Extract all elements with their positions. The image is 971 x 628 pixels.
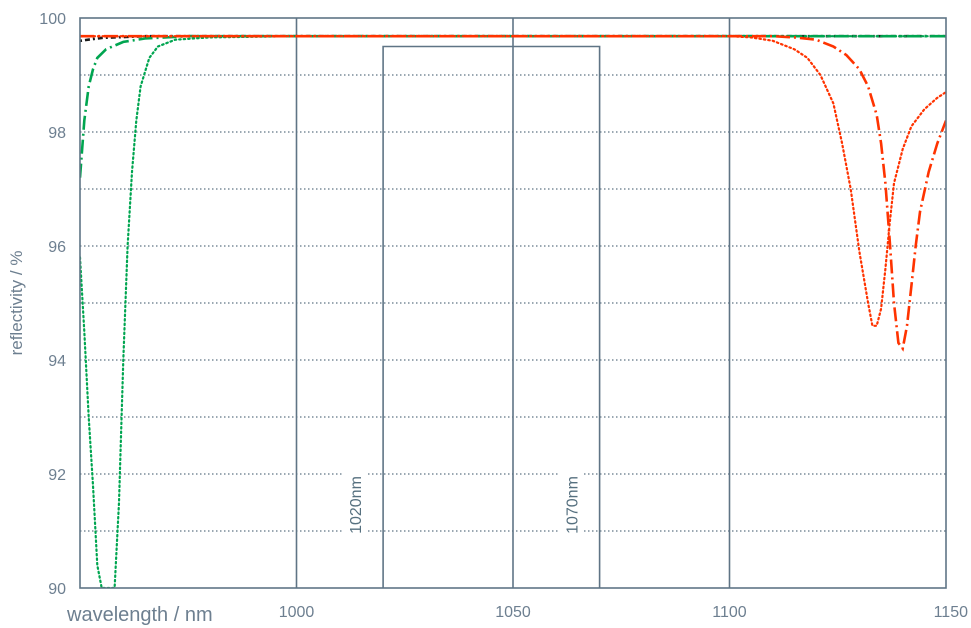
series-lines <box>80 34 946 588</box>
x-tick-label: 1050 <box>495 604 531 621</box>
window-outline <box>382 45 601 588</box>
tick-labels: 90 92 94 96 98 100 1000 1050 1100 1150 <box>39 11 968 621</box>
annotation-bg <box>559 457 584 553</box>
grid <box>80 18 946 588</box>
plot-frame <box>79 17 947 589</box>
annotation-label: 1020nm <box>348 476 365 534</box>
y-tick-label: 90 <box>48 581 66 598</box>
series-line-4 <box>80 34 946 352</box>
x-tick-label: 1100 <box>712 604 747 621</box>
y-tick-label: 100 <box>39 11 66 28</box>
wavelength-window <box>382 45 601 588</box>
annotation-bg <box>343 457 368 553</box>
plot-border <box>79 17 947 589</box>
y-axis-title: reflectivity / % <box>7 251 26 356</box>
y-tick-label: 98 <box>48 125 66 142</box>
annotation-label: 1070nm <box>565 476 582 534</box>
series-line-2 <box>80 34 946 178</box>
x-tick-label: 1150 <box>934 604 969 621</box>
y-tick-label: 94 <box>48 353 66 370</box>
x-tick-label: 1000 <box>279 604 315 621</box>
x-axis-title: wavelength / nm <box>66 604 213 626</box>
y-tick-label: 96 <box>48 239 66 256</box>
series-line-3 <box>80 35 946 327</box>
annotations: 1020nm 1070nm <box>343 457 584 553</box>
series-line-1 <box>80 35 946 588</box>
y-tick-label: 92 <box>48 467 66 484</box>
